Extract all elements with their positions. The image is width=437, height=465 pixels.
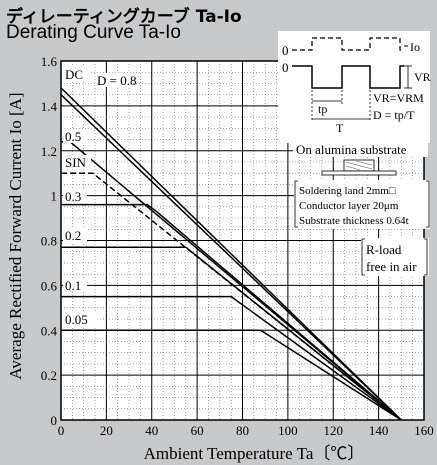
substrate-title: On alumina substrate bbox=[296, 142, 407, 157]
y-tick-label: 0 bbox=[51, 413, 58, 428]
waveform-inset: 0 0 Io VR tp T VR=VRM D = tp/T bbox=[278, 31, 431, 143]
x-tick-label: 0 bbox=[58, 423, 65, 438]
series-line-dc bbox=[60, 87, 402, 421]
label-mask-d08 bbox=[96, 73, 132, 87]
y-tick-label: 0.8 bbox=[41, 234, 57, 249]
tp-label: tp bbox=[318, 102, 327, 116]
substrate-inset: On alumina substrate Soldering land 2mm□… bbox=[293, 141, 430, 229]
label-mask-sin bbox=[63, 155, 91, 169]
series-line-0-3 bbox=[61, 203, 402, 421]
label-mask-02 bbox=[63, 228, 87, 242]
series-label-05: 0.5 bbox=[65, 129, 81, 144]
t-label: T bbox=[336, 121, 344, 135]
series-line-0-05 bbox=[61, 329, 402, 421]
x-axis-label: Ambient Temperature Ta〔℃〕 bbox=[144, 444, 365, 463]
y-tick-label: 0.4 bbox=[41, 323, 58, 338]
x-tick-label: 120 bbox=[324, 423, 344, 438]
x-tick-label: 40 bbox=[145, 423, 158, 438]
series-line-0-1 bbox=[61, 295, 402, 421]
y-tick-label: 1.6 bbox=[41, 54, 58, 69]
series-label-dc: DC bbox=[65, 67, 83, 82]
x-tick-label: 140 bbox=[369, 423, 389, 438]
y-tick-label: 0.2 bbox=[41, 368, 57, 383]
x-tick-label: 100 bbox=[278, 423, 298, 438]
label-mask-dc bbox=[63, 67, 91, 81]
title-japanese: ディレーティングカーブ Ta-Io bbox=[6, 7, 242, 27]
y-tick-label: 1 bbox=[51, 189, 58, 204]
io-label: Io bbox=[410, 40, 420, 54]
waveform-zero-label-2: 0 bbox=[282, 60, 289, 75]
vr-label: VR bbox=[414, 70, 431, 84]
rload-text: R-load bbox=[366, 242, 402, 257]
y-tick-label: 0.6 bbox=[41, 278, 58, 293]
label-mask-05 bbox=[63, 129, 87, 143]
x-tick-label: 80 bbox=[236, 423, 249, 438]
series-label-02: 0.2 bbox=[65, 228, 81, 243]
label-mask-03 bbox=[63, 189, 87, 203]
series-line-d-0-8 bbox=[60, 94, 402, 421]
rload-inset: R-load free in air bbox=[361, 238, 429, 276]
y-tick-label: 1.4 bbox=[41, 99, 58, 114]
series-line-0-2 bbox=[61, 246, 402, 421]
free-air-text: free in air bbox=[366, 259, 417, 274]
series-label-01: 0.1 bbox=[65, 278, 81, 293]
series-label-d08: D = 0.8 bbox=[97, 73, 136, 88]
spec-soldering-land: Soldering land 2mm□ bbox=[299, 185, 396, 197]
waveform-zero-label-1: 0 bbox=[282, 43, 289, 58]
x-tick-label: 160 bbox=[414, 423, 434, 438]
series-lines bbox=[60, 87, 402, 421]
series-label-03: 0.3 bbox=[65, 189, 81, 204]
current-waveform bbox=[292, 37, 404, 51]
voltage-waveform bbox=[292, 65, 404, 89]
x-tick-label: 20 bbox=[100, 423, 113, 438]
series-label-sin: SIN bbox=[65, 155, 87, 170]
spec-conductor-layer: Conductor layer 20μm bbox=[299, 200, 399, 212]
series-line-sin bbox=[61, 172, 402, 421]
chart-title: Derating Curve Ta-Io bbox=[6, 22, 181, 43]
label-mask-01 bbox=[63, 278, 87, 292]
substrate-icon bbox=[321, 170, 397, 176]
y-axis-label: Average Rectified Forward Current Io [A] bbox=[6, 92, 25, 379]
spec-substrate-thickness: Substrate thickness 0.64t bbox=[299, 215, 409, 227]
y-tick-label: 1.2 bbox=[41, 144, 57, 159]
formula-duty: D = tp/T bbox=[373, 108, 415, 122]
series-label-005: 0.05 bbox=[65, 312, 88, 327]
formula-vr: VR=VRM bbox=[373, 91, 424, 105]
label-mask-005 bbox=[63, 312, 97, 326]
tick-labels: 0 20 40 60 80 100 120 140 160 0 0.2 0.4 0.6 0.8 1 1.2 1.… bbox=[41, 54, 434, 438]
x-tick-label: 60 bbox=[191, 423, 204, 438]
